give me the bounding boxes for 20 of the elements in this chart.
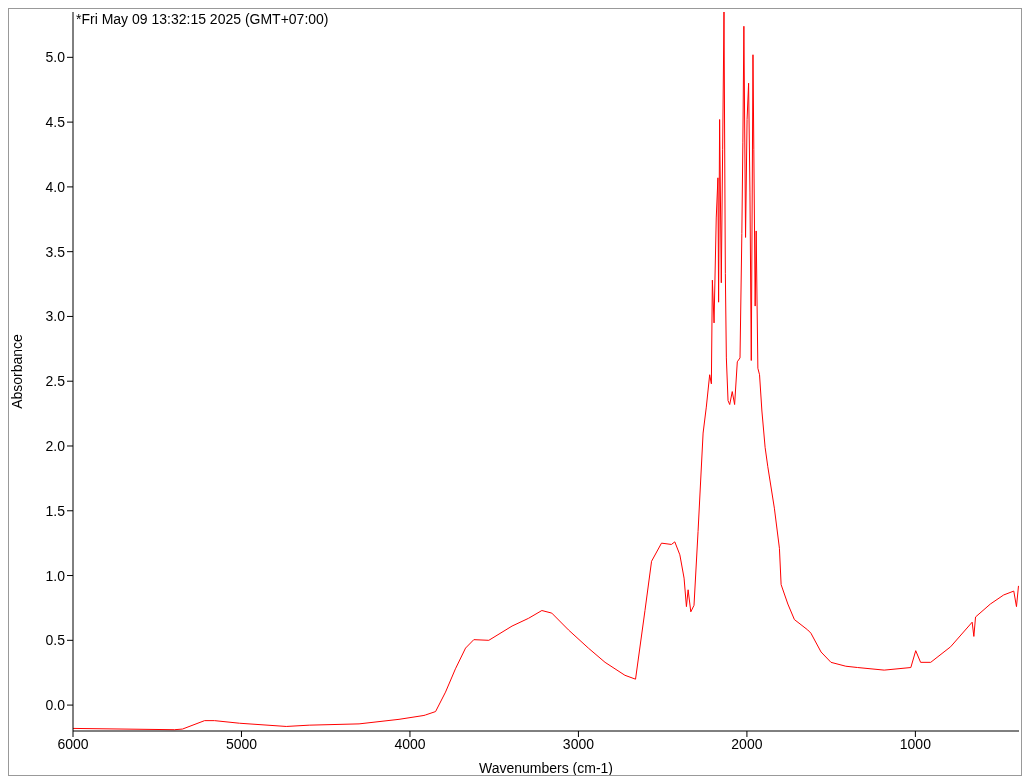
y-tick-label: 4.0 [45, 178, 66, 195]
y-tick-label: 5.0 [45, 49, 66, 66]
y-axis-title: Absorbance [8, 333, 25, 409]
x-tick-label: 4000 [394, 735, 426, 752]
y-tick-label: 0.0 [45, 697, 66, 714]
x-tick-label: 6000 [57, 735, 89, 752]
y-tick-label: 1.5 [45, 502, 66, 519]
y-tick-label: 0.5 [45, 632, 66, 649]
y-tick-label: 1.0 [45, 567, 66, 584]
y-tick-label: 3.0 [45, 308, 66, 325]
x-tick-label: 1000 [899, 735, 932, 752]
y-tick-label: 2.5 [45, 373, 66, 390]
y-tick-label: 2.0 [45, 437, 66, 454]
x-axis-title: Wavenumbers (cm-1) [478, 760, 614, 776]
x-tick-label: 5000 [225, 735, 258, 752]
y-tick-label: 4.5 [45, 114, 66, 131]
x-tick-label: 3000 [562, 735, 595, 752]
y-tick-label: 3.5 [45, 243, 66, 260]
annotation: *Fri May 09 13:32:15 2025 (GMT+07:00) [76, 11, 329, 27]
x-tick-label: 2000 [731, 735, 763, 752]
